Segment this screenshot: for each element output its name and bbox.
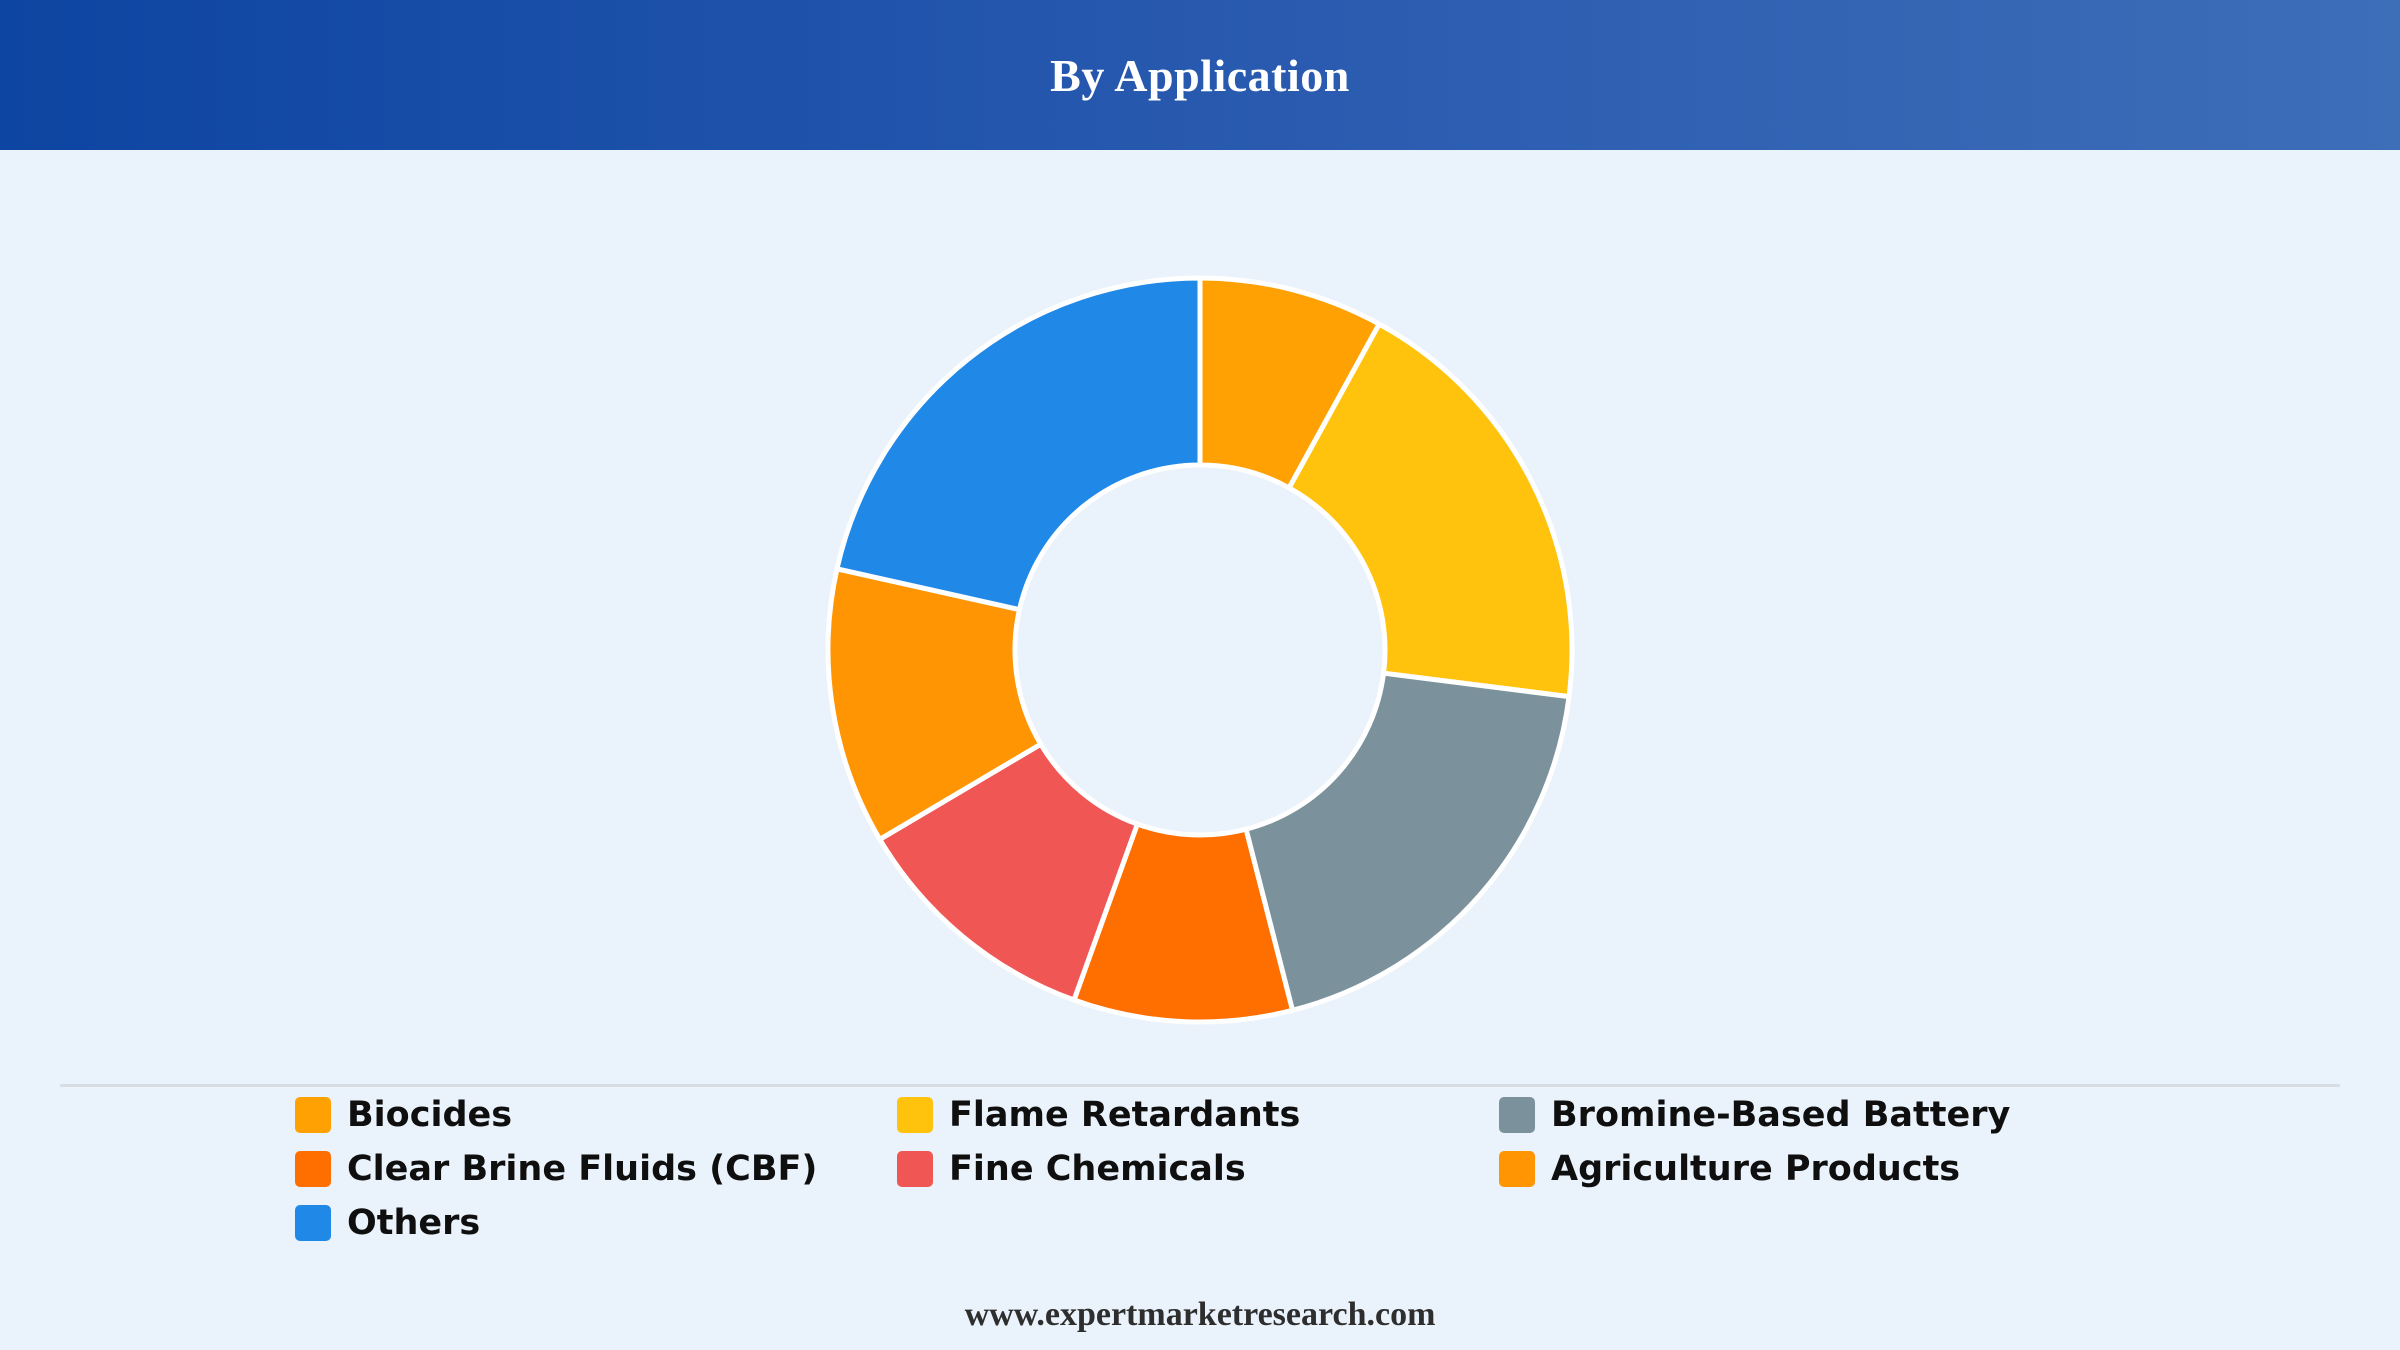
legend-swatch bbox=[897, 1097, 933, 1133]
legend-item-bromine-based-battery: Bromine-Based Battery bbox=[1499, 1095, 2101, 1135]
donut-slice-others bbox=[834, 275, 1203, 613]
legend-item-biocides: Biocides bbox=[295, 1095, 897, 1135]
legend-swatch bbox=[295, 1097, 331, 1133]
header-banner: By Application bbox=[0, 0, 2400, 150]
donut-slice-bromine-based-battery bbox=[1243, 670, 1572, 1013]
legend-swatch bbox=[1499, 1151, 1535, 1187]
donut-slice-flame-retardants bbox=[1286, 321, 1575, 700]
legend-label: Clear Brine Fluids (CBF) bbox=[347, 1149, 818, 1189]
legend-item-flame-retardants: Flame Retardants bbox=[897, 1095, 1499, 1135]
legend-label: Fine Chemicals bbox=[949, 1149, 1246, 1189]
legend-item-clear-brine-fluids: Clear Brine Fluids (CBF) bbox=[295, 1149, 897, 1189]
legend-label: Others bbox=[347, 1203, 481, 1243]
legend-item-agriculture-products: Agriculture Products bbox=[1499, 1149, 2101, 1189]
legend-item-others: Others bbox=[295, 1203, 897, 1243]
legend-swatch bbox=[295, 1151, 331, 1187]
donut-slice-agriculture-products bbox=[825, 566, 1044, 842]
legend-swatch bbox=[295, 1205, 331, 1241]
legend-swatch bbox=[1499, 1097, 1535, 1133]
legend-item-fine-chemicals: Fine Chemicals bbox=[897, 1149, 1499, 1189]
legend-label: Agriculture Products bbox=[1551, 1149, 1961, 1189]
legend-label: Flame Retardants bbox=[949, 1095, 1301, 1135]
legend-swatch bbox=[897, 1151, 933, 1187]
donut-chart bbox=[825, 275, 1575, 1025]
footer-url: www.expertmarketresearch.com bbox=[964, 1296, 1436, 1333]
legend-divider bbox=[60, 1084, 2340, 1087]
chart-title: By Application bbox=[1050, 49, 1350, 101]
legend-label: Biocides bbox=[347, 1095, 513, 1135]
legend-label: Bromine-Based Battery bbox=[1551, 1095, 2011, 1135]
chart-legend: Biocides Flame Retardants Bromine-Based … bbox=[295, 1095, 2095, 1243]
